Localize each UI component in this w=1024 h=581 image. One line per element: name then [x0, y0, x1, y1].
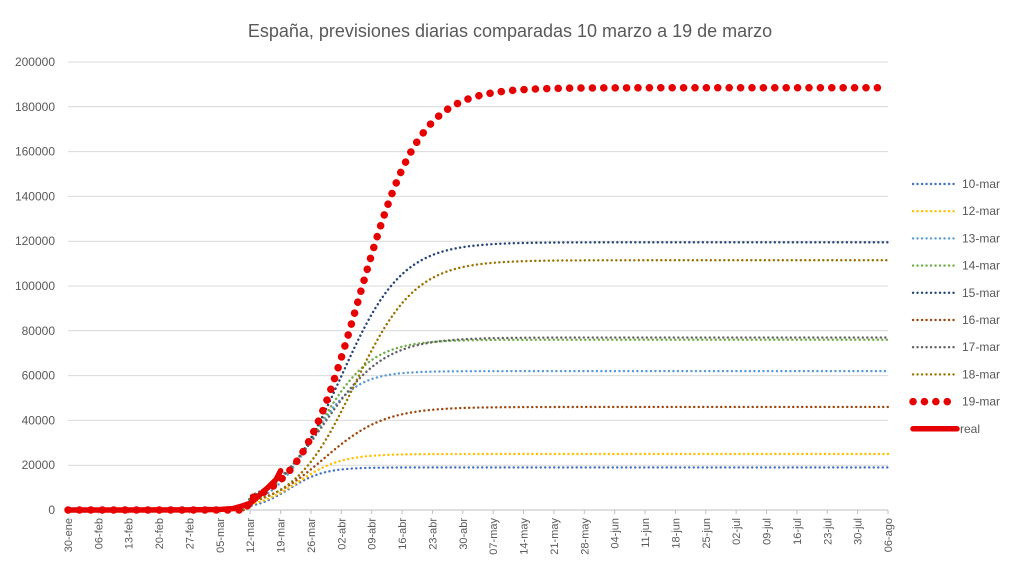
series-10-mar-line [66, 466, 890, 512]
legend-label: 19-mar [962, 395, 1000, 409]
legend-label: 15-mar [962, 286, 1000, 300]
x-tick-label: 28-may [579, 518, 591, 555]
legend-16-mar: 16-mar [911, 313, 1000, 327]
series-real-line [65, 468, 284, 513]
x-tick-label: 30-abr [458, 518, 470, 550]
legend-label: 12-mar [962, 204, 1000, 218]
legend-19-mar: 19-mar [909, 395, 1000, 409]
legend-label: 17-mar [962, 340, 1000, 354]
legend-18-mar: 18-mar [911, 367, 1000, 381]
legend-label: 10-mar [962, 177, 1000, 191]
x-tick-label: 02-abr [336, 518, 348, 550]
y-tick-label: 180000 [15, 100, 55, 114]
series-19-mar-line [64, 84, 892, 514]
y-tick-label: 140000 [15, 189, 55, 203]
x-tick-label: 19-mar [276, 518, 288, 553]
y-tick-label: 40000 [22, 413, 56, 427]
gridlines [68, 61, 888, 511]
series-17-mar-line [66, 336, 890, 512]
series-15-mar-line [66, 241, 890, 512]
series-14-mar-line [66, 338, 890, 512]
x-tick-label: 05-mar [215, 518, 227, 553]
x-tick-label: 26-mar [306, 518, 318, 553]
legend-label: 13-mar [962, 231, 1000, 245]
x-tick-label: 23-abr [427, 518, 439, 550]
x-tick-label: 13-feb [124, 518, 136, 549]
x-tick-label: 09-abr [367, 518, 379, 550]
legend-label: 16-mar [962, 313, 1000, 327]
y-axis-tick-labels: 0 20000 40000 60000 80000 100000 120000 140000 1… [15, 55, 55, 517]
y-tick-label: 120000 [15, 234, 55, 248]
chart-title: España, previsiones diarias comparadas 1… [248, 21, 772, 41]
x-tick-label: 16-abr [397, 518, 409, 550]
series-12-mar-line [66, 452, 890, 512]
x-tick-label: 11-jun [640, 518, 652, 548]
legend-label: 14-mar [962, 259, 1000, 273]
legend-12-mar: 12-mar [911, 204, 1000, 218]
y-tick-label: 60000 [22, 369, 56, 383]
series-13-mar-line [66, 369, 890, 512]
x-tick-label: 27-feb [184, 518, 196, 549]
y-tick-label: 0 [48, 503, 55, 517]
x-tick-label: 18-jun [670, 518, 682, 549]
series-18-mar-line [66, 259, 890, 512]
x-tick-label: 02-jul [731, 518, 743, 545]
x-tick-label: 07-may [488, 518, 500, 555]
y-tick-label: 100000 [15, 279, 55, 293]
y-tick-label: 160000 [15, 145, 55, 159]
x-tick-label: 20-feb [154, 518, 166, 549]
legend-label: 18-mar [962, 367, 1000, 381]
legend-15-mar: 15-mar [911, 286, 1000, 300]
x-tick-label: 12-mar [245, 518, 257, 553]
y-tick-label: 80000 [22, 324, 56, 338]
x-tick-label: 25-jun [701, 518, 713, 549]
legend-14-mar: 14-mar [911, 259, 1000, 273]
x-tick-label: 30-jul [853, 518, 865, 545]
x-tick-label: 14-may [519, 518, 531, 555]
x-tick-label: 06-ago [883, 518, 895, 552]
legend-real: real [910, 422, 980, 436]
legend-label: real [960, 422, 980, 436]
x-tick-label: 21-may [549, 518, 561, 555]
y-tick-label: 20000 [22, 458, 56, 472]
x-tick-label: 04-jun [610, 518, 622, 549]
x-tick-label: 16-jul [792, 518, 804, 545]
legend: 10-mar 12-mar 13-mar 14-mar 15-mar 16-mar 17-m… [909, 177, 1000, 436]
x-tick-label: 06-feb [93, 518, 105, 549]
x-tick-label: 09-jul [762, 518, 774, 545]
legend-10-mar: 10-mar [911, 177, 1000, 191]
x-tick-label: 23-jul [822, 518, 834, 545]
legend-13-mar: 13-mar [911, 231, 1000, 245]
x-tick-label: 30-ene [63, 518, 75, 552]
legend-17-mar: 17-mar [911, 340, 1000, 354]
x-axis-tick-labels: 30-ene 06-feb 13-feb 20-feb 27-feb 05-mar 12-m… [63, 510, 895, 555]
y-tick-label: 200000 [15, 55, 55, 69]
series-lines [64, 84, 892, 514]
series-16-mar-line [66, 405, 890, 512]
